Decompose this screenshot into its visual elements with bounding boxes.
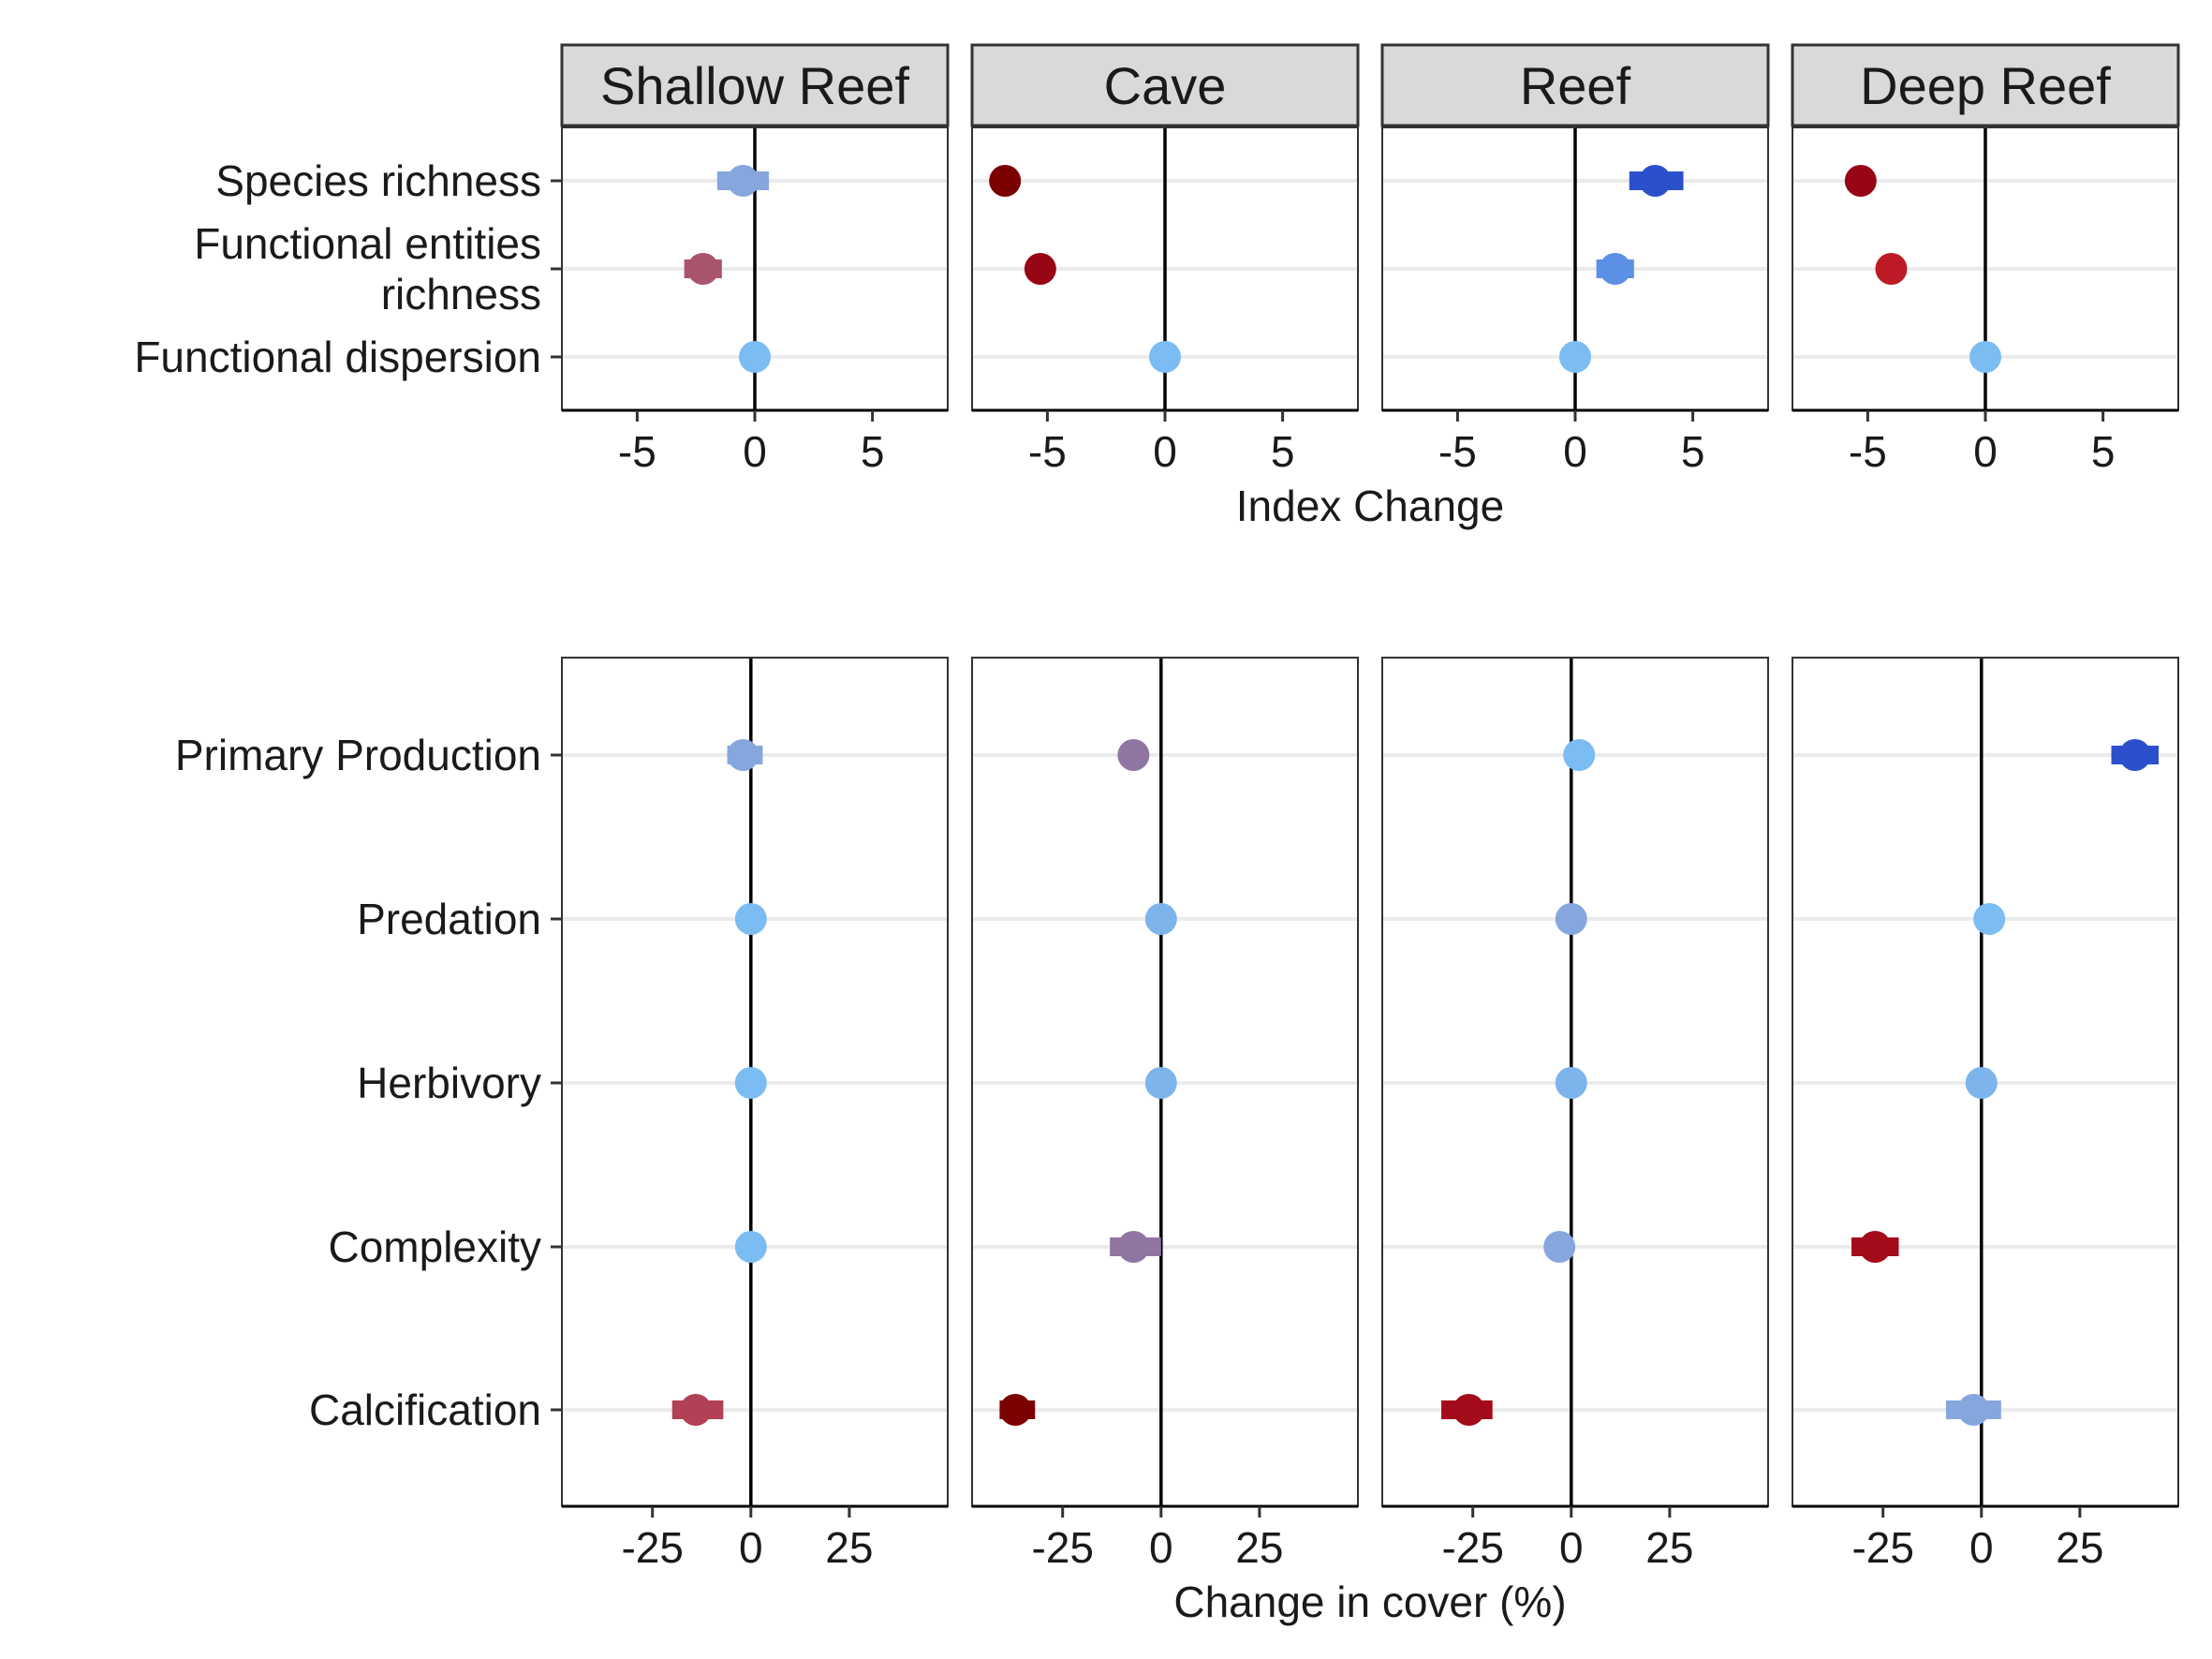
x-tick-label: 0	[1149, 1523, 1173, 1572]
point-functional-entities-richness	[686, 253, 719, 285]
point-species-richness	[1844, 165, 1877, 197]
x-tick-label: -5	[1028, 427, 1067, 476]
point-predation	[734, 903, 767, 935]
panel-cave: Cave -5 0 5	[970, 43, 1360, 476]
x-tick-label: 25	[1235, 1523, 1283, 1572]
point-complexity	[1543, 1231, 1576, 1263]
point-functional-dispersion	[1969, 341, 2001, 373]
y-tick-label: Calcification	[309, 1385, 541, 1434]
panel-strip-label: Deep Reef	[1860, 56, 2111, 115]
panel-cave: -25 0 25	[971, 657, 1359, 1572]
x-tick-label: 25	[1645, 1523, 1693, 1572]
y-tick-label: Functional dispersion	[134, 333, 541, 381]
x-tick-label: 25	[2056, 1523, 2103, 1572]
x-tick-label: 5	[2091, 427, 2116, 476]
x-tick-label: 0	[743, 427, 767, 476]
point-functional-entities-richness	[1024, 253, 1056, 285]
x-tick-label: 0	[1153, 427, 1177, 476]
chart-2: -25 0 25 -25 0 25 -25 0 25 -25 0 25 Primary Producti…	[175, 657, 2179, 1626]
panel-strip	[1791, 43, 2180, 127]
point-calcification	[679, 1394, 712, 1426]
point-functional-entities-richness	[1599, 253, 1631, 285]
point-complexity	[1859, 1231, 1892, 1263]
point-primary-production	[1117, 739, 1150, 771]
x-tick-label: -25	[1031, 1523, 1093, 1572]
panel-strip	[970, 43, 1360, 127]
panel-strip-label: Cave	[1104, 56, 1227, 115]
point-primary-production	[727, 739, 759, 771]
x-tick-label: -5	[618, 427, 656, 476]
x-tick-label: 0	[739, 1523, 763, 1572]
point-calcification	[1957, 1394, 1990, 1426]
panel-reef: Reef -5 0 5	[1380, 43, 1770, 476]
point-species-richness	[727, 165, 759, 197]
x-tick-label: 0	[1559, 1523, 1584, 1572]
point-species-richness	[989, 165, 1022, 197]
y-tick-label: Herbivory	[357, 1059, 541, 1107]
panel-shallow-reef: -25 0 25	[561, 657, 949, 1572]
x-axis-title: Change in cover (%)	[1173, 1578, 1566, 1626]
point-functional-dispersion	[739, 341, 771, 373]
x-tick-label: 5	[861, 427, 885, 476]
y-tick-label: Primary Production	[175, 731, 541, 779]
panel-reef: -25 0 25	[1381, 657, 1769, 1572]
x-tick-label: 0	[1973, 427, 1998, 476]
panel-strip-label: Reef	[1520, 56, 1631, 115]
panel-shallow-reef: Shallow Reef -5 0 5	[560, 43, 950, 476]
x-tick-label: -25	[1441, 1523, 1503, 1572]
point-herbivory	[1555, 1067, 1587, 1099]
point-herbivory	[1144, 1067, 1177, 1099]
panel-deep-reef: -25 0 25	[1792, 657, 2179, 1572]
point-complexity	[734, 1231, 767, 1263]
y-tick-label: richness	[381, 270, 541, 318]
x-axis-title: Index Change	[1236, 481, 1504, 530]
panel-deep-reef: Deep Reef -5 0 5	[1791, 43, 2180, 476]
y-tick-label: Functional entities	[194, 219, 541, 268]
x-tick-label: -5	[1438, 427, 1477, 476]
y-tick-label: Species richness	[215, 156, 541, 205]
x-tick-label: 0	[1563, 427, 1587, 476]
x-tick-label: 5	[1271, 427, 1295, 476]
point-primary-production	[1563, 739, 1596, 771]
point-functional-dispersion	[1149, 341, 1181, 373]
x-tick-label: 5	[1681, 427, 1705, 476]
x-tick-label: 25	[825, 1523, 873, 1572]
point-herbivory	[1965, 1067, 1998, 1099]
point-herbivory	[734, 1067, 767, 1099]
point-predation	[1144, 903, 1177, 935]
y-tick-label: Predation	[357, 895, 541, 943]
y-tick-label: Complexity	[328, 1222, 541, 1271]
point-predation	[1973, 903, 2006, 935]
point-predation	[1555, 903, 1587, 935]
point-complexity	[1117, 1231, 1150, 1263]
point-primary-production	[2118, 739, 2151, 771]
point-calcification	[1453, 1394, 1485, 1426]
point-species-richness	[1639, 165, 1672, 197]
x-tick-label: -5	[1849, 427, 1887, 476]
x-tick-label: 0	[1969, 1523, 1994, 1572]
x-tick-label: -25	[1851, 1523, 1913, 1572]
panel-strip-label: Shallow Reef	[600, 56, 909, 115]
point-calcification	[999, 1394, 1032, 1426]
point-functional-dispersion	[1559, 341, 1591, 373]
point-functional-entities-richness	[1875, 253, 1908, 285]
x-tick-label: -25	[621, 1523, 683, 1572]
panel-strip	[560, 43, 950, 127]
panel-strip	[1380, 43, 1770, 127]
